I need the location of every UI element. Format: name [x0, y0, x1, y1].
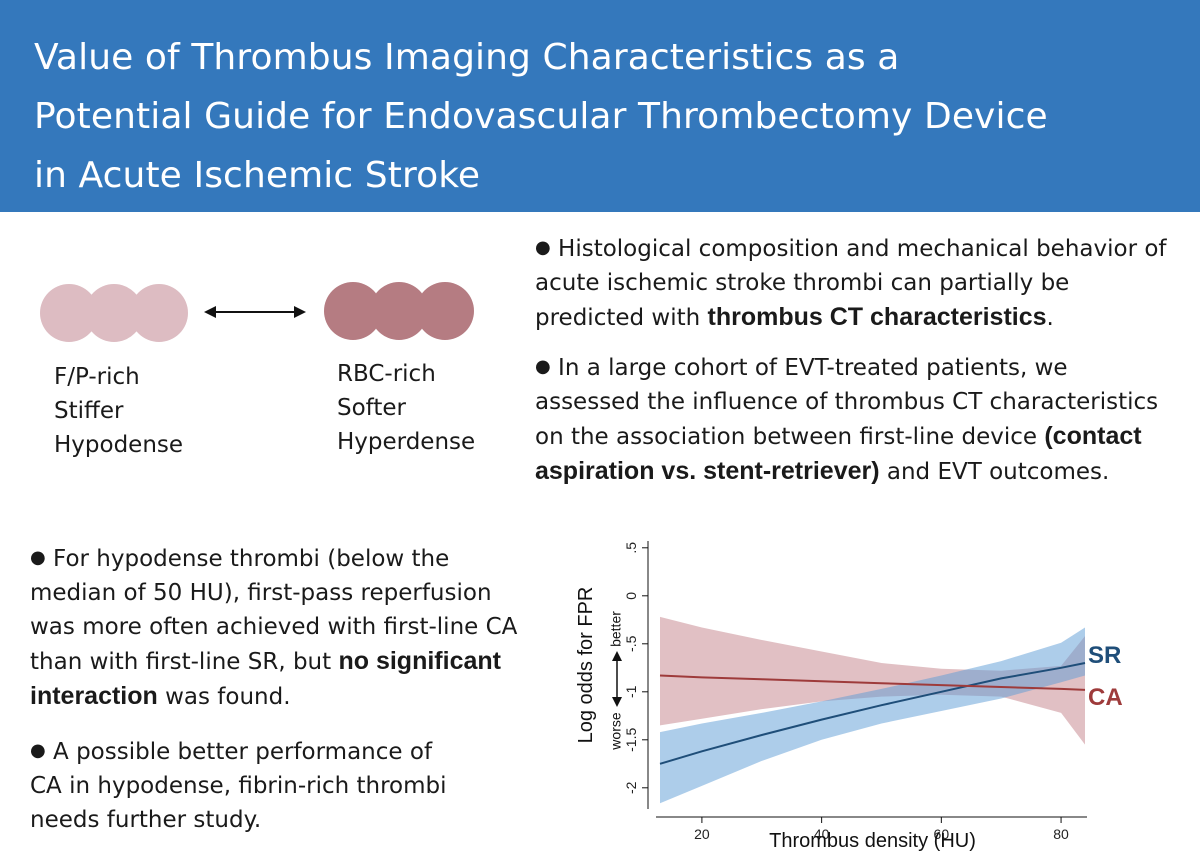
- x-tick-label: 80: [1053, 826, 1069, 842]
- double-arrow-icon: [204, 306, 306, 318]
- y-tick-label: -1: [623, 685, 639, 698]
- y-tick-label: -.5: [623, 635, 639, 652]
- rbc-rich-label: RBC-rich Softer Hyperdense: [337, 361, 476, 455]
- x-tick-label: 40: [814, 826, 830, 842]
- x-tick-label: 20: [694, 826, 710, 842]
- series-label-sr: SR: [1088, 642, 1121, 669]
- series-line-sr: [659, 662, 1086, 765]
- fp-rich-thrombus-icon: [40, 284, 188, 342]
- y-tick-label: -2: [623, 781, 639, 794]
- y-tick-label: .5: [623, 542, 639, 554]
- bullet-conclusion: ● A possible better performance of CA in…: [30, 739, 447, 833]
- rbc-rich-thrombus-icon: [324, 282, 474, 340]
- poster-title: Value of Thrombus Imaging Characteristic…: [34, 37, 1048, 196]
- ci-band-ca: [660, 616, 1085, 745]
- fpr-density-chart: .5 0 -.5 -1 -1.5 -2 20 40 60 80 Thrombus density (…: [575, 541, 1123, 852]
- y-label-better: better: [608, 611, 624, 647]
- x-tick-label: 60: [934, 826, 950, 842]
- title-banner: Value of Thrombus Imaging Characteristic…: [0, 0, 1200, 212]
- bullet-cohort: ● In a large cohort of EVT-treated patie…: [535, 355, 1159, 485]
- series-label-ca: CA: [1088, 684, 1123, 711]
- fp-rich-label: F/P-rich Stiffer Hypodense: [54, 364, 184, 458]
- arrow-up-icon: [612, 651, 622, 661]
- bullet-histology: ● Histological composition and mechanica…: [535, 236, 1167, 331]
- series-line-ca: [659, 674, 1086, 691]
- y-axis-label: Log odds for FPR: [575, 587, 597, 744]
- ci-band-sr: [660, 627, 1085, 804]
- y-label-worse: worse: [608, 712, 624, 751]
- y-tick-label: -1.5: [623, 728, 639, 752]
- x-axis-label: Thrombus density (HU): [769, 830, 976, 852]
- arrow-down-icon: [612, 697, 622, 707]
- y-tick-label: 0: [623, 592, 639, 600]
- bullet-hypodense-results: ● For hypodense thrombi (below the media…: [30, 546, 518, 710]
